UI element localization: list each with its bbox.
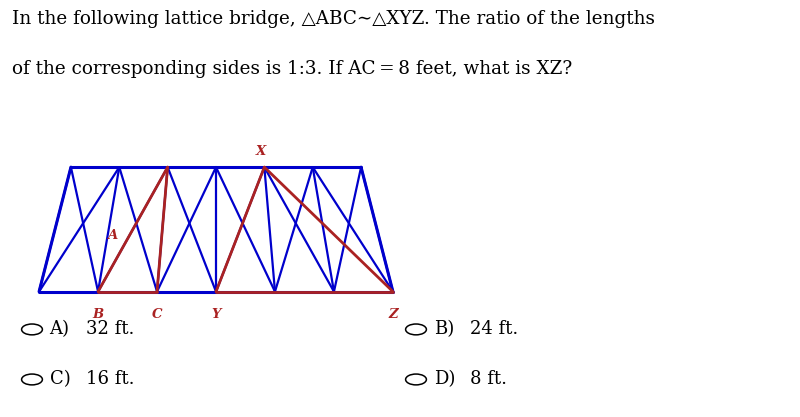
Text: of the corresponding sides is 1:3. If AC = 8 feet, what is XZ?: of the corresponding sides is 1:3. If AC… <box>12 60 572 78</box>
Text: 24 ft.: 24 ft. <box>470 320 518 339</box>
Text: C): C) <box>50 370 70 389</box>
Text: X: X <box>256 146 266 158</box>
Text: Z: Z <box>388 308 398 321</box>
Text: In the following lattice bridge, △ABC∼△XYZ. The ratio of the lengths: In the following lattice bridge, △ABC∼△X… <box>12 10 655 28</box>
Text: A: A <box>107 229 118 242</box>
Text: B): B) <box>434 320 454 339</box>
Text: Y: Y <box>211 308 221 321</box>
Text: C: C <box>152 308 162 321</box>
Text: 8 ft.: 8 ft. <box>470 370 507 389</box>
Text: D): D) <box>434 370 455 389</box>
Text: 32 ft.: 32 ft. <box>86 320 134 339</box>
Text: 16 ft.: 16 ft. <box>86 370 135 389</box>
Text: A): A) <box>50 320 70 339</box>
Text: B: B <box>93 308 104 321</box>
